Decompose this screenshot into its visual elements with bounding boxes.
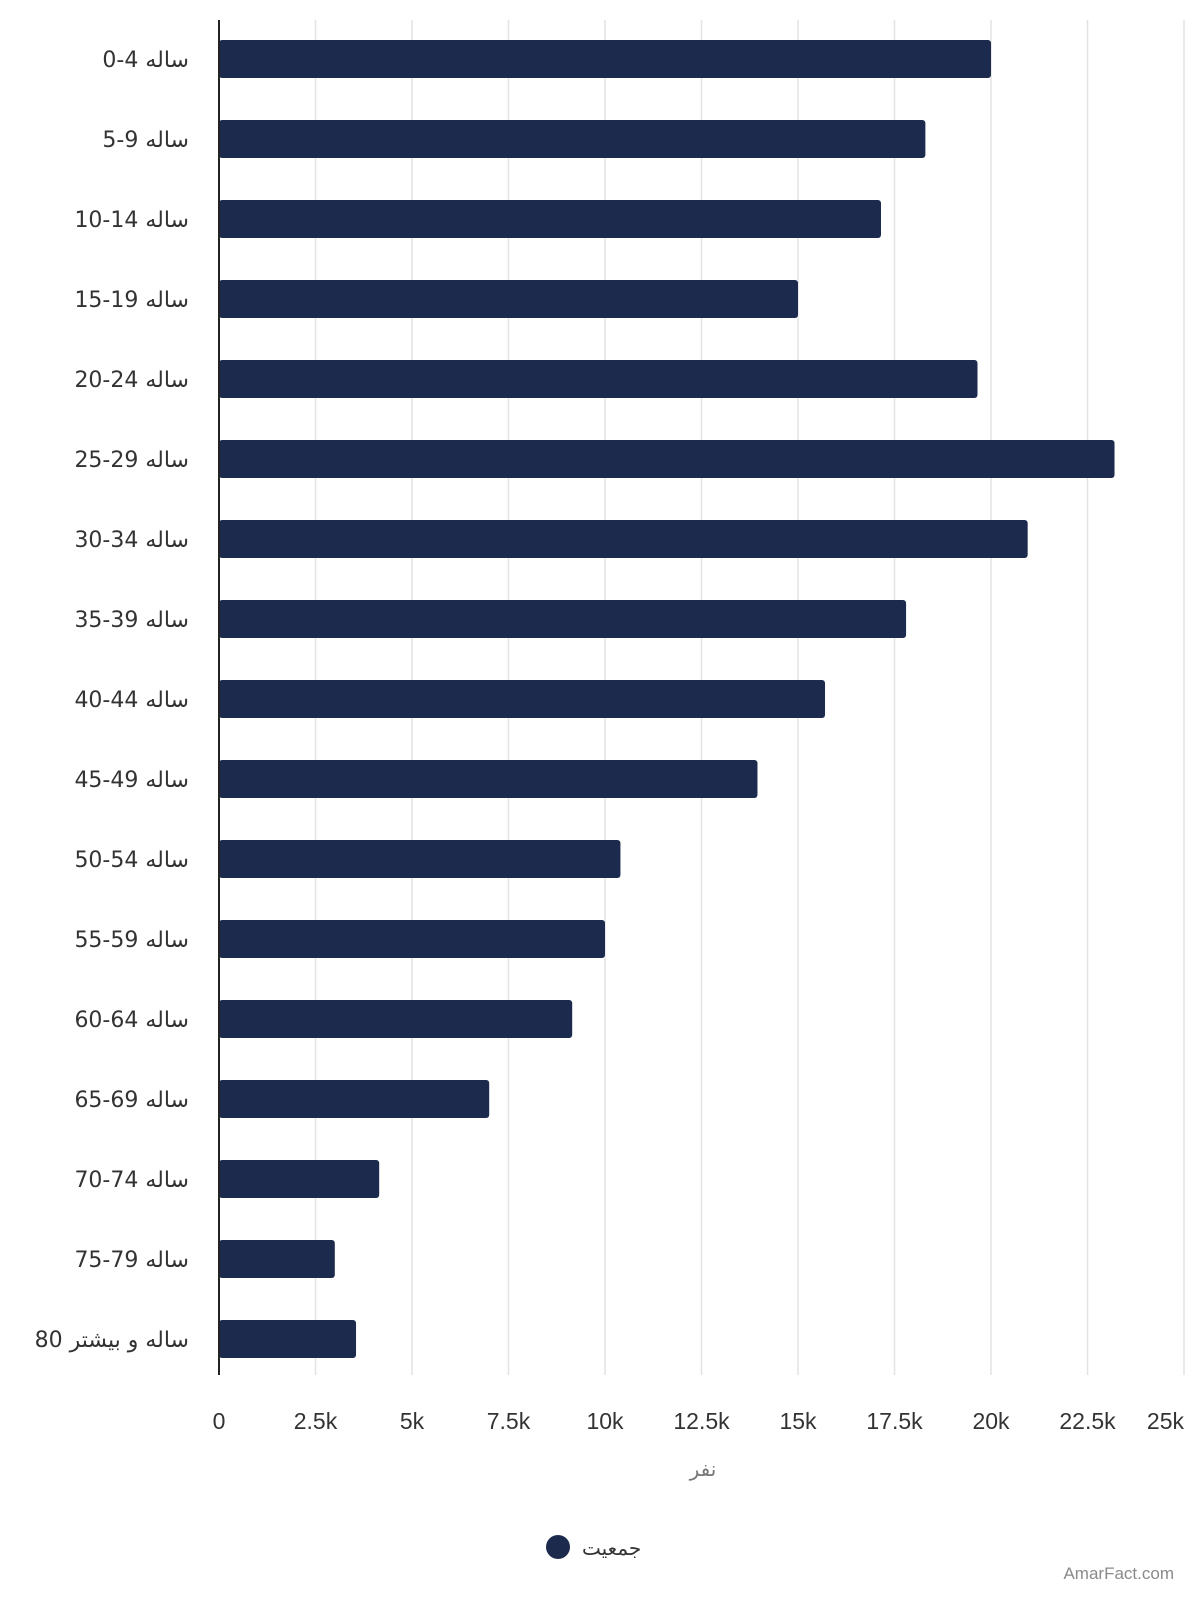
category-label: 10-14 ساله <box>74 208 189 233</box>
category-label: 0-4 ساله <box>102 48 189 73</box>
bar-17[interactable] <box>219 1320 357 1358</box>
bar-3[interactable] <box>219 200 881 238</box>
category-label: 30-34 ساله <box>74 528 189 553</box>
bar-7[interactable] <box>219 520 1028 558</box>
category-label: 35-39 ساله <box>74 608 189 633</box>
bar-5[interactable] <box>219 360 978 398</box>
bar-2[interactable] <box>219 120 926 158</box>
category-label: 15-19 ساله <box>74 288 189 313</box>
legend-label: جمعیت <box>582 1536 641 1560</box>
category-label: 50-54 ساله <box>74 848 189 873</box>
category-label: 25-29 ساله <box>74 448 189 473</box>
bar-15[interactable] <box>219 1160 380 1198</box>
category-label: 75-79 ساله <box>74 1248 189 1273</box>
category-labels: 0-4 ساله 5-9 ساله 10-14 ساله 15-19 ساله 20-2… <box>35 48 189 1353</box>
bar-4[interactable] <box>219 280 798 318</box>
category-label: 55-59 ساله <box>74 928 189 953</box>
bar-8[interactable] <box>219 600 907 638</box>
bars <box>219 40 1115 1358</box>
category-label: 5-9 ساله <box>102 128 189 153</box>
x-tick-label: 12.5k <box>673 1408 730 1434</box>
x-tick-label: 20k <box>972 1408 1010 1434</box>
bar-1[interactable] <box>219 40 991 78</box>
bar-10[interactable] <box>219 760 758 798</box>
x-tick-label: 22.5k <box>1059 1408 1116 1434</box>
x-tick-label: 5k <box>400 1408 425 1434</box>
x-axis-title: نفر <box>689 1457 717 1481</box>
bar-14[interactable] <box>219 1080 490 1118</box>
x-tick-label: 2.5k <box>294 1408 338 1434</box>
bar-11[interactable] <box>219 840 621 878</box>
x-tick-label: 15k <box>779 1408 817 1434</box>
category-label: 80 ساله و بیشتر <box>35 1328 189 1353</box>
bar-6[interactable] <box>219 440 1115 478</box>
category-label: 65-69 ساله <box>74 1088 189 1113</box>
category-label: 45-49 ساله <box>74 768 189 793</box>
watermark: AmarFact.com <box>1063 1564 1174 1583</box>
category-label: 70-74 ساله <box>74 1168 189 1193</box>
x-tick-label: 0 <box>213 1408 226 1434</box>
x-tick-label: 17.5k <box>866 1408 923 1434</box>
legend-marker <box>546 1535 570 1559</box>
x-tick-label: 7.5k <box>487 1408 531 1434</box>
category-label: 40-44 ساله <box>74 688 189 713</box>
category-label: 60-64 ساله <box>74 1008 189 1033</box>
legend[interactable]: جمعیت <box>546 1535 641 1560</box>
bar-16[interactable] <box>219 1240 335 1278</box>
x-tick-label: 10k <box>586 1408 624 1434</box>
bar-13[interactable] <box>219 1000 573 1038</box>
x-axis-ticks: 0 2.5k 5k 7.5k 10k 12.5k 15k 17.5k 20k 22.5k 25k <box>213 1408 1185 1434</box>
bar-9[interactable] <box>219 680 826 718</box>
x-tick-label: 25k <box>1147 1408 1185 1434</box>
category-label: 20-24 ساله <box>74 368 189 393</box>
bar-12[interactable] <box>219 920 605 958</box>
